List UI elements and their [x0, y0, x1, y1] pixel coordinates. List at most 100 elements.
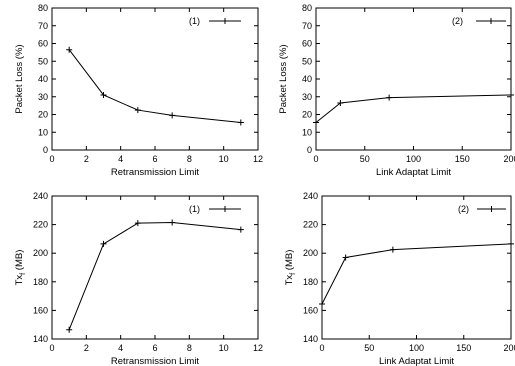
y-tick-label: 60 — [302, 39, 312, 49]
data-point-marker — [386, 94, 393, 101]
y-axis-label: Txf (MB) — [14, 250, 27, 286]
data-point-marker — [100, 240, 107, 247]
x-tick-label: 2 — [84, 154, 89, 164]
chart-top-left: 0 2 4 6 8 10 12 0 10 20 30 40 50 60 70 80 Retransmission… — [14, 3, 263, 178]
x-tick-label: 0 — [313, 154, 318, 164]
legend-marker — [488, 18, 494, 24]
data-point-marker — [313, 119, 319, 126]
x-tick-label: 8 — [187, 343, 192, 353]
legend-label: (1) — [189, 204, 200, 214]
x-tick-label: 10 — [219, 154, 229, 164]
chart-bottom-left: 0 2 4 6 8 10 12 140 160 180 200 220 240 Retransmissio… — [14, 191, 263, 366]
x-tick-label: 2 — [84, 343, 89, 353]
legend-marker — [222, 18, 228, 24]
y-axis-label: Packet Loss (%) — [14, 44, 25, 113]
data-point-marker — [508, 240, 514, 247]
y-tick-label: 140 — [33, 334, 48, 344]
x-tick-label: 12 — [253, 154, 263, 164]
y-tick-label: 20 — [302, 110, 312, 120]
data-point-marker — [337, 99, 344, 106]
x-tick-label: 0 — [319, 343, 324, 353]
data-point-marker — [66, 326, 73, 333]
y-tick-label: 200 — [303, 248, 318, 258]
y-tick-label: 200 — [33, 248, 48, 258]
series-line — [68, 49, 241, 123]
series-line — [321, 243, 512, 305]
legend-marker — [222, 206, 228, 212]
data-point-marker — [508, 91, 514, 98]
y-tick-label: 240 — [33, 191, 48, 201]
plot-frame — [321, 195, 512, 340]
y-tick-label: 160 — [33, 305, 48, 315]
plot-frame — [315, 7, 512, 151]
x-tick-label: 200 — [503, 343, 515, 353]
y-tick-label: 70 — [38, 21, 48, 31]
plot-frame — [51, 195, 259, 340]
x-tick-label: 150 — [456, 343, 471, 353]
data-point-marker — [342, 254, 349, 261]
x-tick-label: 150 — [455, 154, 470, 164]
y-axis-label-subscript: f — [20, 273, 27, 275]
y-axis-label-subscript: f — [290, 273, 297, 275]
data-point-marker — [389, 246, 396, 253]
x-tick-label: 100 — [409, 343, 424, 353]
x-axis-label: Retransmission Limit — [111, 167, 200, 178]
y-tick-label: 220 — [303, 220, 318, 230]
data-point-marker — [66, 46, 73, 53]
y-tick-label: 80 — [38, 3, 48, 13]
y-tick-label: 30 — [38, 92, 48, 102]
y-axis-label-unit: (MB) — [14, 250, 25, 273]
x-axis-label: Link Adaptat Limit — [379, 356, 454, 366]
plot-frame — [51, 7, 259, 151]
y-axis-label-main: Tx — [14, 275, 25, 286]
y-tick-label: 50 — [38, 56, 48, 66]
legend-label: (1) — [189, 16, 200, 26]
y-tick-label: 10 — [302, 127, 312, 137]
y-tick-label: 40 — [302, 74, 312, 84]
series-line — [68, 221, 241, 330]
y-tick-label: 60 — [38, 39, 48, 49]
y-tick-label: 240 — [303, 191, 318, 201]
x-tick-label: 12 — [253, 343, 263, 353]
data-point-marker — [134, 107, 141, 114]
y-tick-label: 70 — [302, 21, 312, 31]
chart-top-right: 0 50 100 150 200 0 10 20 30 40 50 60 70 80 Link Adapta… — [278, 3, 515, 178]
data-point-marker — [237, 119, 244, 126]
legend-label: (2) — [458, 204, 469, 214]
y-tick-label: 10 — [38, 127, 48, 137]
y-axis-label: Packet Loss (%) — [278, 44, 289, 113]
y-tick-label: 80 — [302, 3, 312, 13]
x-tick-label: 8 — [187, 154, 192, 164]
x-tick-label: 200 — [503, 154, 515, 164]
x-tick-label: 10 — [219, 343, 229, 353]
data-point-marker — [319, 300, 325, 307]
y-tick-label: 20 — [38, 110, 48, 120]
y-tick-label: 0 — [43, 145, 48, 155]
x-tick-label: 6 — [152, 343, 157, 353]
legend-marker — [488, 206, 495, 212]
y-tick-label: 40 — [38, 74, 48, 84]
y-axis-label-main: Tx — [284, 275, 295, 286]
legend-label: (2) — [452, 16, 463, 26]
x-tick-label: 6 — [152, 154, 157, 164]
y-axis-label-unit: (MB) — [284, 250, 295, 273]
x-tick-label: 50 — [360, 154, 370, 164]
x-tick-label: 0 — [49, 154, 54, 164]
y-tick-label: 0 — [307, 145, 312, 155]
data-point-marker — [169, 112, 176, 119]
data-point-marker — [169, 219, 176, 226]
data-point-marker — [237, 226, 244, 233]
x-tick-label: 50 — [364, 343, 374, 353]
y-tick-label: 220 — [33, 220, 48, 230]
data-point-marker — [134, 220, 141, 227]
y-tick-label: 180 — [303, 277, 318, 287]
y-tick-label: 180 — [33, 277, 48, 287]
series-line — [315, 94, 512, 123]
x-tick-label: 0 — [49, 343, 54, 353]
x-tick-label: 100 — [406, 154, 421, 164]
y-tick-label: 50 — [302, 56, 312, 66]
chart-bottom-right: 0 50 100 150 200 140 160 180 200 220 240 Link Adapt… — [284, 191, 515, 366]
y-axis-label: Txf (MB) — [284, 250, 297, 286]
x-tick-label: 4 — [118, 343, 123, 353]
